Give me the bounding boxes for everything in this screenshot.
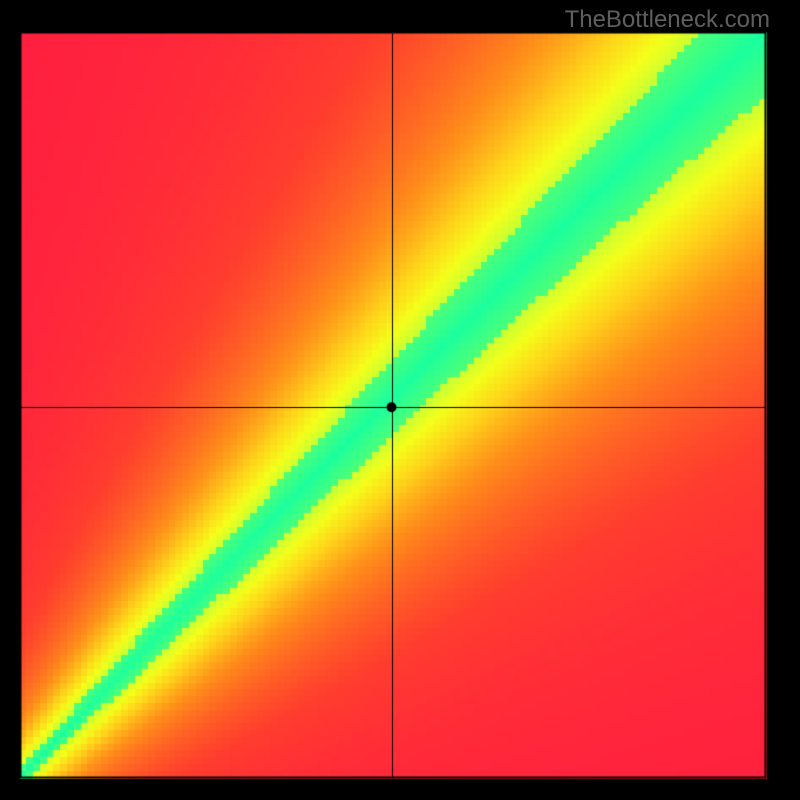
- watermark-text: TheBottleneck.com: [565, 6, 770, 34]
- bottleneck-heatmap: [0, 0, 800, 800]
